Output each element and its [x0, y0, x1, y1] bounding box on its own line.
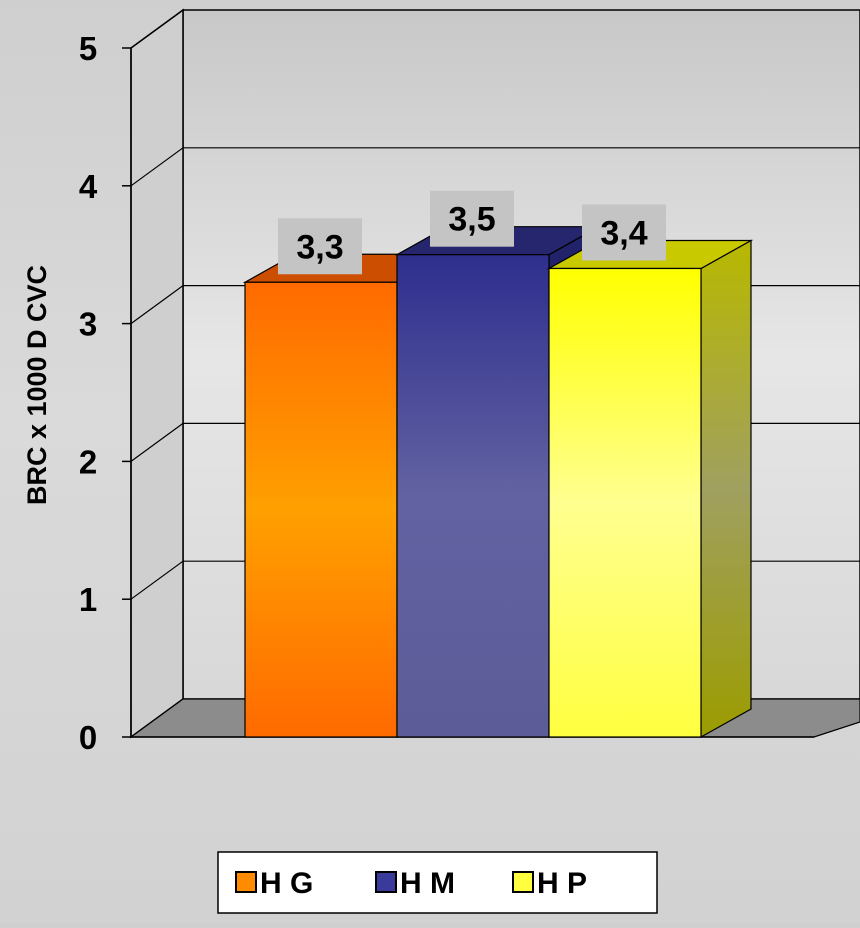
side-wall [130, 8, 184, 739]
bar-front [396, 254, 550, 738]
legend-box [217, 851, 658, 914]
y-tick-label: 2 [79, 443, 97, 480]
data-label: 3,3 [278, 218, 362, 275]
side-gridline [130, 9, 184, 49]
y-axis-ticks: 0 1 2 3 4 5 [79, 30, 132, 756]
data-label-text: 3,4 [600, 214, 647, 252]
data-label-box [582, 204, 666, 261]
y-tick-label: 4 [79, 168, 98, 205]
data-label-text: 3,5 [448, 201, 495, 239]
data-labels: 3,3 3,5 3,4 [278, 190, 666, 275]
bar-side [700, 239, 752, 739]
bar-hp [546, 239, 754, 739]
legend-label: H G [260, 867, 313, 900]
bar-front [548, 267, 702, 738]
data-label-box [430, 190, 514, 247]
y-tick-label: 1 [79, 581, 97, 618]
data-label: 3,5 [430, 190, 514, 247]
legend-swatch [375, 871, 397, 893]
bars [242, 225, 754, 739]
side-gridline [130, 147, 184, 187]
y-axis-title: BRC x 1000 D CVC [22, 265, 52, 505]
side-gridline [130, 422, 184, 462]
data-label-text: 3,3 [296, 228, 343, 266]
legend-label: H M [400, 867, 455, 900]
bar-front [244, 281, 398, 738]
side-gridline [130, 285, 184, 325]
legend-swatch [235, 871, 257, 893]
data-label-box [278, 218, 362, 275]
side-gridline [130, 560, 184, 600]
y-tick-label: 3 [79, 306, 97, 343]
y-tick-label: 0 [79, 719, 97, 756]
y-tick-label: 5 [79, 30, 97, 67]
legend-label: H P [537, 867, 587, 900]
legend-swatch [512, 871, 534, 893]
data-label: 3,4 [582, 204, 666, 261]
